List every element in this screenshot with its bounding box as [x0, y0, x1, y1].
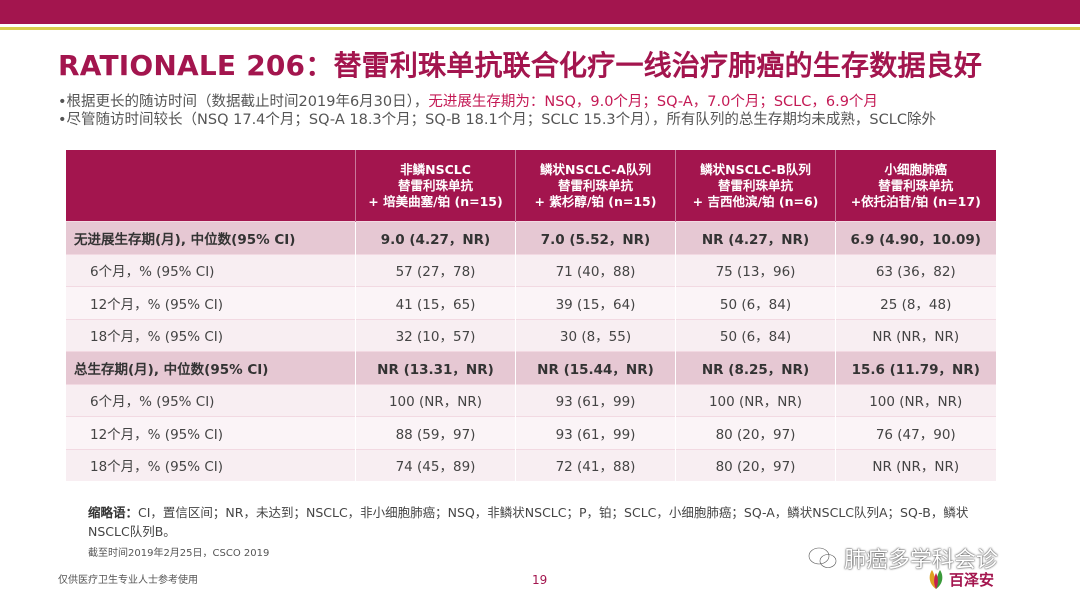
table-row-os-median: 总生存期(月), 中位数(95% CI) NR (13.31，NR) NR (1…: [65, 351, 996, 384]
table-row-os-18m: 18个月，% (95% CI) 74 (45，89) 72 (41，88) 80…: [65, 448, 996, 481]
bullet-1-prefix: •根据更长的随访时间（数据截止时间2019年6月30日），: [58, 94, 429, 110]
wechat-icon: [808, 547, 837, 569]
cell: 80 (20，97): [675, 448, 836, 481]
bullet-1: •根据更长的随访时间（数据截止时间2019年6月30日），无进展生存期为：NSQ…: [58, 93, 936, 111]
header-sq-b: 鳞状NSCLC-B队列 替雷利珠单抗 + 吉西他滨/铂 (n=6): [675, 150, 836, 222]
table-row-os-6m: 6个月，% (95% CI) 100 (NR，NR) 93 (61，99) 10…: [65, 383, 996, 417]
abbreviations-text: CI，置信区间；NR，未达到；NSCLC，非小细胞肺癌；NSQ，非鳞状NSCLC…: [88, 505, 969, 539]
cell: 100 (NR，NR): [675, 383, 836, 417]
cell: 100 (NR，NR): [835, 383, 996, 417]
header-sq-a: 鳞状NSCLC-A队列 替雷利珠单抗 + 紫杉醇/铂 (n=15): [515, 150, 676, 222]
cell: 63 (36，82): [835, 253, 996, 287]
table-row-os-12m: 12个月，% (95% CI) 88 (59，97) 93 (61，99) 80…: [65, 416, 996, 449]
professional-use-disclaimer: 仅供医疗卫生专业人士参考使用: [58, 575, 198, 586]
page-number: 19: [532, 573, 548, 587]
cell: 25 (8，48): [835, 286, 996, 319]
cell: 39 (15，64): [515, 286, 676, 319]
watermark-text: 肺癌多学科会诊: [844, 548, 999, 573]
cell: NR (13.31，NR): [355, 351, 516, 384]
cell: 74 (45，89): [355, 448, 516, 481]
row-label: 18个月，% (95% CI): [65, 448, 356, 481]
data-cutoff-note: 截至时间2019年2月25日，CSCO 2019: [88, 548, 270, 559]
cell: 71 (40，88): [515, 253, 676, 287]
header-sclc: 小细胞肺癌 替雷利珠单抗 +依托泊苷/铂 (n=17): [835, 150, 996, 222]
cell: 32 (10，57): [355, 318, 516, 352]
table-row-pfs-median: 无进展生存期(月), 中位数(95% CI) 9.0 (4.27，NR) 7.0…: [65, 221, 996, 254]
cell: 41 (15，65): [355, 286, 516, 319]
top-accent-line: [0, 27, 1080, 30]
abbreviations-note: 缩略语：CI，置信区间；NR，未达到；NSCLC，非小细胞肺癌；NSQ，非鳞状N…: [88, 503, 988, 541]
cell: 88 (59，97): [355, 416, 516, 449]
bullet-list: •根据更长的随访时间（数据截止时间2019年6月30日），无进展生存期为：NSQ…: [58, 93, 936, 129]
row-label: 18个月，% (95% CI): [65, 318, 356, 352]
brand-logo: 百泽安: [926, 568, 994, 590]
cell: NR (15.44，NR): [515, 351, 676, 384]
cell: 80 (20，97): [675, 416, 836, 449]
top-banner: [0, 0, 1080, 24]
cell: 50 (6，84): [675, 286, 836, 319]
leaf-logo-icon: [929, 570, 943, 589]
cell: NR (8.25，NR): [675, 351, 836, 384]
table-header-row: 非鳞NSCLC 替雷利珠单抗 + 培美曲塞/铂 (n=15) 鳞状NSCLC-A队列…: [65, 150, 996, 222]
cell: 9.0 (4.27，NR): [355, 221, 516, 254]
row-label: 6个月，% (95% CI): [65, 383, 356, 417]
cell: 93 (61，99): [515, 416, 676, 449]
cell: 57 (27，78): [355, 253, 516, 287]
header-corner: [65, 150, 356, 222]
cell: 6.9 (4.90，10.09): [835, 221, 996, 254]
cell: NR (NR，NR): [835, 318, 996, 352]
cell: 50 (6，84): [675, 318, 836, 352]
row-label: 12个月，% (95% CI): [65, 416, 356, 449]
abbreviations-label: 缩略语：: [88, 505, 139, 520]
table-row-pfs-12m: 12个月，% (95% CI) 41 (15，65) 39 (15，64) 50…: [65, 286, 996, 319]
row-label: 6个月，% (95% CI): [65, 253, 356, 287]
cell: 72 (41，88): [515, 448, 676, 481]
table-row-pfs-6m: 6个月，% (95% CI) 57 (27，78) 71 (40，88) 75 …: [65, 253, 996, 287]
cell: NR (4.27，NR): [675, 221, 836, 254]
row-label: 12个月，% (95% CI): [65, 286, 356, 319]
bullet-2: •尽管随访时间较长（NSQ 17.4个月；SQ-A 18.3个月；SQ-B 18…: [58, 112, 936, 128]
table-row-pfs-18m: 18个月，% (95% CI) 32 (10，57) 30 (8，55) 50 …: [65, 318, 996, 352]
cell: 75 (13，96): [675, 253, 836, 287]
slide-title: RATIONALE 206：替雷利珠单抗联合化疗一线治疗肺癌的生存数据良好: [58, 49, 983, 82]
survival-data-table: 非鳞NSCLC 替雷利珠单抗 + 培美曲塞/铂 (n=15) 鳞状NSCLC-A队列…: [65, 150, 996, 481]
header-nsq: 非鳞NSCLC 替雷利珠单抗 + 培美曲塞/铂 (n=15): [355, 150, 516, 222]
wechat-watermark: 肺癌多学科会诊: [808, 542, 998, 574]
cell: 30 (8，55): [515, 318, 676, 352]
cell: 100 (NR，NR): [355, 383, 516, 417]
cell: 7.0 (5.52，NR): [515, 221, 676, 254]
row-label: 总生存期(月), 中位数(95% CI): [65, 351, 356, 384]
cell: NR (NR，NR): [835, 448, 996, 481]
cell: 93 (61，99): [515, 383, 676, 417]
bullet-1-highlight: 无进展生存期为：NSQ，9.0个月；SQ-A，7.0个月；SCLC，6.9个月: [428, 94, 878, 110]
row-label: 无进展生存期(月), 中位数(95% CI): [65, 221, 356, 254]
cell: 76 (47，90): [835, 416, 996, 449]
cell: 15.6 (11.79，NR): [835, 351, 996, 384]
logo-text: 百泽安: [949, 570, 995, 589]
